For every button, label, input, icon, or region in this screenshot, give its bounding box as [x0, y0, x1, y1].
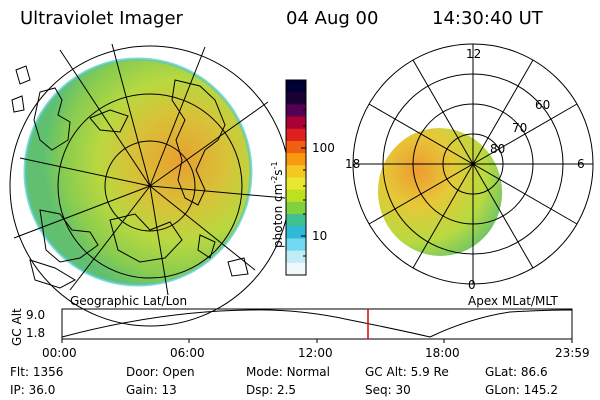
colorbar-stripe: [286, 153, 306, 166]
info-flt-label: Flt:: [10, 365, 29, 379]
mlt-label-6: 6: [577, 157, 585, 171]
info-door: Door: Open: [126, 365, 195, 379]
colorbar-stripe: [286, 92, 306, 105]
colorbar-stripe: [286, 250, 306, 264]
info-dsp-value: 2.5: [276, 383, 297, 397]
header-time: 14:30:40 UT: [432, 8, 543, 29]
colorbar-stripe: [286, 80, 306, 93]
colorbar-unit-exp1: -2: [270, 175, 279, 184]
info-door-value: Open: [162, 365, 195, 379]
info-glat-label: GLat:: [485, 365, 518, 379]
timeline-ytick-1-8: 1.8: [26, 326, 46, 340]
colorbar-stripe: [286, 140, 306, 154]
info-mode: Mode: Normal: [246, 365, 330, 379]
info-glat-value: 86.6: [520, 365, 548, 379]
timeline-xtick-0600: 06:00: [170, 346, 205, 360]
info-seq-value: 30: [395, 383, 411, 397]
colorbar-unit-label: photon cm-2s-1: [270, 161, 285, 248]
mlt-label-18: 18: [345, 157, 361, 171]
info-glon-label: GLon:: [485, 383, 520, 397]
colorbar-stripe: [286, 262, 306, 276]
info-seq: Seq: 30: [365, 383, 411, 397]
colorbar-stripe: [286, 128, 306, 142]
colorbar-stripe: [286, 189, 306, 203]
info-glat: GLat: 86.6: [485, 365, 548, 379]
timeline-xtick-2359: 23:59: [555, 346, 590, 360]
info-gain-value: 13: [161, 383, 177, 397]
colorbar-tick-10: 10: [312, 229, 328, 243]
mlat-label-60: 60: [535, 98, 551, 112]
apex-caption: Apex MLat/MLT: [468, 294, 558, 308]
apex-image: [352, 43, 594, 285]
colorbar-stripe: [286, 214, 306, 227]
colorbar-stripe: [286, 226, 306, 239]
mlat-label-70: 70: [512, 121, 528, 135]
info-glon-value: 145.2: [523, 383, 558, 397]
colorbar-stripe: [286, 116, 306, 130]
mlt-label-0: 0: [468, 278, 476, 292]
info-ip-value: 36.0: [28, 383, 56, 397]
info-gcalt-label: GC Alt:: [365, 365, 407, 379]
colorbar-unit-mid: s: [271, 169, 285, 176]
colorbar-stripes: [286, 80, 306, 276]
colorbar-stripe: [286, 201, 306, 215]
info-mode-label: Mode:: [246, 365, 283, 379]
info-flt: Flt: 1356: [10, 365, 63, 379]
timeline-xtick-1800: 18:00: [425, 346, 460, 360]
info-gain: Gain: 13: [126, 383, 177, 397]
instrument-title: Ultraviolet Imager: [20, 8, 183, 29]
timeline-ylabel: GC Alt: [10, 308, 24, 346]
info-gain-label: Gain:: [126, 383, 158, 397]
header-date: 04 Aug 00: [286, 8, 379, 29]
info-gcalt-value: 5.9 Re: [410, 365, 449, 379]
info-gcalt: GC Alt: 5.9 Re: [365, 365, 449, 379]
info-mode-value: Normal: [286, 365, 330, 379]
timeline-xtick-0000: 00:00: [42, 346, 77, 360]
info-ip: IP: 36.0: [10, 383, 55, 397]
colorbar: [285, 79, 307, 276]
colorbar-unit-main: photon cm: [271, 183, 285, 248]
timeline-xtick-1200: 12:00: [298, 346, 333, 360]
gc-alt-curve: [61, 309, 573, 338]
timeline-plot: [61, 308, 573, 343]
info-seq-label: Seq:: [365, 383, 392, 397]
info-dsp-label: Dsp:: [246, 383, 274, 397]
mlt-label-12: 12: [466, 47, 482, 61]
colorbar-unit-exp2: -1: [270, 161, 279, 170]
geographic-caption: Geographic Lat/Lon: [70, 294, 188, 308]
timeline-ytick-9: 9.0: [26, 308, 46, 322]
geographic-image: [9, 43, 291, 327]
info-dsp: Dsp: 2.5: [246, 383, 296, 397]
colorbar-stripe: [286, 177, 306, 191]
colorbar-tick-100: 100: [312, 141, 335, 155]
info-door-label: Door:: [126, 365, 159, 379]
colorbar-stripe: [286, 165, 306, 178]
colorbar-stripe: [286, 104, 306, 118]
mlat-label-80: 80: [490, 142, 506, 156]
info-glon: GLon: 145.2: [485, 383, 558, 397]
info-ip-label: IP:: [10, 383, 25, 397]
info-flt-value: 1356: [32, 365, 64, 379]
colorbar-stripe: [286, 238, 306, 252]
